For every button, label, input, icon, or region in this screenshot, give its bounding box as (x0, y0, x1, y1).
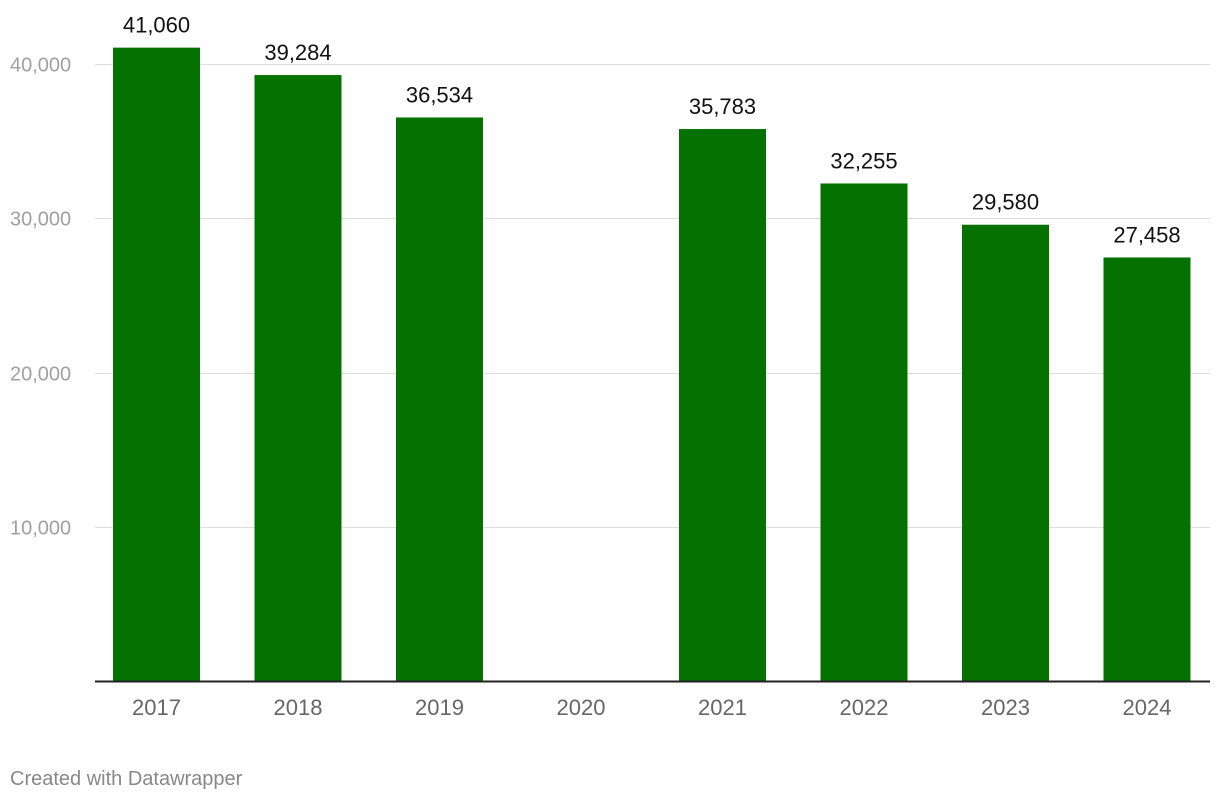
bar-value-label: 41,060 (123, 13, 190, 38)
x-tick-label: 2017 (132, 695, 181, 720)
bar-2022 (820, 183, 908, 682)
y-tick-label: 40,000 (10, 55, 71, 77)
bar-2021 (679, 129, 766, 681)
x-tick-label: 2023 (981, 695, 1030, 720)
bar-2018 (254, 75, 342, 681)
bar-chart: 10,000 20,000 30,000 40,000 41,060 39,284 36,… (10, 13, 1210, 720)
bar-value-label: 27,458 (1113, 222, 1180, 247)
x-tick-label: 2019 (415, 695, 464, 720)
bar-value-label: 35,783 (689, 94, 756, 119)
bar-2024 (1103, 257, 1191, 681)
bar-value-label: 29,580 (972, 190, 1039, 215)
bar-value-labels: 41,060 39,284 36,534 35,783 32,255 29,580 27,4… (123, 13, 1181, 248)
bar-value-label: 36,534 (406, 82, 473, 107)
bar-2023 (962, 224, 1049, 681)
y-tick-label: 30,000 (10, 209, 71, 231)
x-tick-label: 2020 (557, 695, 606, 720)
y-axis-ticks: 10,000 20,000 30,000 40,000 (10, 55, 71, 540)
bar-value-label: 32,255 (830, 148, 897, 173)
x-tick-label: 2018 (274, 695, 323, 720)
bar-2019 (396, 117, 483, 681)
y-tick-label: 10,000 (10, 518, 71, 540)
y-tick-label: 20,000 (10, 364, 71, 386)
bar-2017 (113, 47, 200, 682)
x-axis-ticks: 2017 2018 2019 2020 2021 2022 2023 2024 (132, 695, 1171, 720)
x-tick-label: 2021 (698, 695, 747, 720)
footer-credit: Created with Datawrapper (10, 768, 243, 790)
bar-value-label: 39,284 (264, 40, 331, 65)
x-tick-label: 2022 (840, 695, 889, 720)
x-tick-label: 2024 (1123, 695, 1172, 720)
bars (113, 47, 1191, 682)
